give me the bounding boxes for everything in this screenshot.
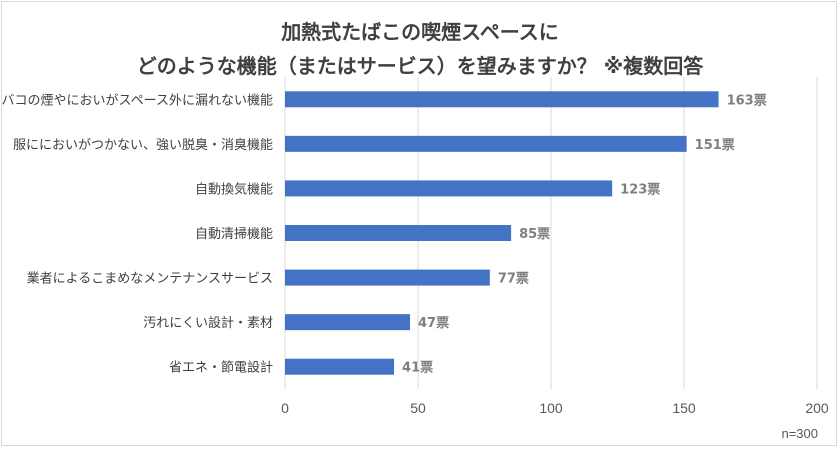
data-label: 123票: [620, 181, 660, 197]
data-label: 151票: [695, 137, 735, 153]
data-label: 163票: [727, 92, 767, 108]
x-tick-label: 50: [410, 400, 426, 416]
bar: [285, 358, 395, 375]
bar: [285, 91, 719, 108]
category-label: 業者によるこまめなメンテナンスサービス: [27, 271, 273, 287]
data-label: 77票: [498, 271, 529, 287]
bar: [285, 135, 687, 152]
bar: [285, 269, 490, 286]
category-label: タバコの煙やにおいがスペース外に漏れない機能: [0, 92, 273, 108]
x-tick-label: 0: [281, 400, 289, 416]
category-label: 自動清掃機能: [195, 226, 273, 242]
x-tick-label: 150: [672, 400, 696, 416]
sample-size-note: n=300: [781, 426, 818, 441]
bar: [285, 225, 512, 241]
x-tick-label: 100: [539, 400, 563, 416]
bar: [285, 314, 411, 331]
data-label: 85票: [519, 226, 550, 242]
chart-title-line2: どのような機能（またはサービス）を望みますか？ ※複数回答: [136, 54, 704, 78]
category-label: 自動換気機能: [195, 181, 273, 197]
data-label: 47票: [418, 315, 449, 331]
category-label: 汚れにくい設計・素材: [143, 315, 273, 331]
category-label: 省エネ・節電設計: [169, 360, 273, 376]
category-label: 服ににおいがつかない、強い脱臭・消臭機能: [13, 138, 273, 153]
bar: [285, 180, 613, 197]
data-label: 41票: [402, 360, 433, 376]
chart-title-line1: 加熱式たばこの喫煙スペースに: [281, 20, 559, 44]
x-tick-label: 200: [805, 400, 829, 416]
